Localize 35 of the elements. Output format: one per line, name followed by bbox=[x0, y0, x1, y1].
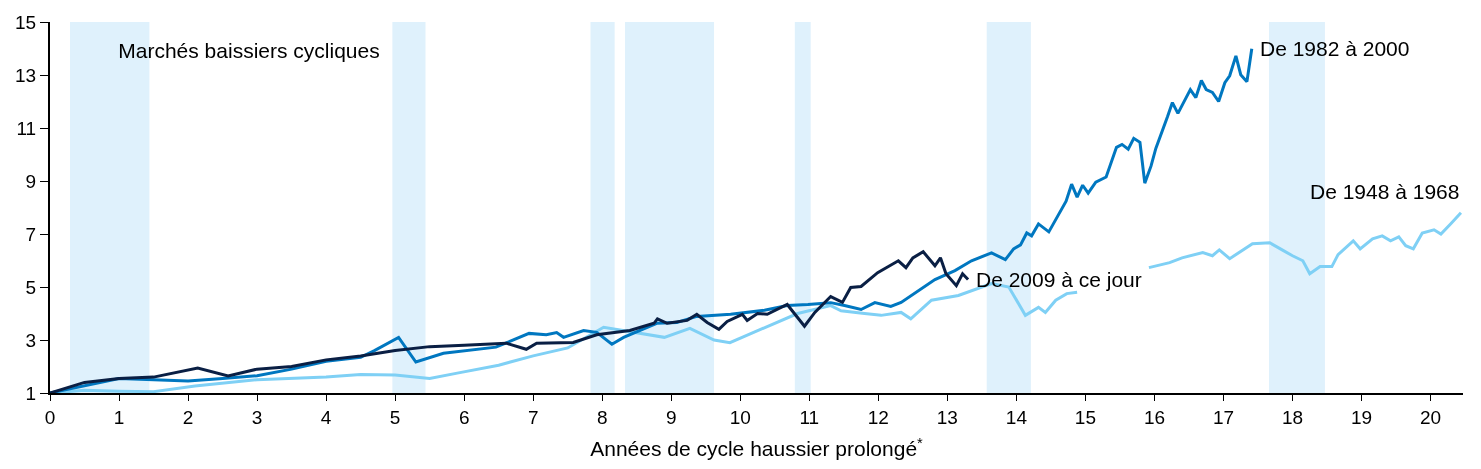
series-label: De 1982 à 2000 bbox=[1260, 37, 1410, 60]
y-tick-label: 13 bbox=[15, 64, 37, 86]
x-tick-label: 11 bbox=[799, 406, 820, 428]
x-tick-label: 18 bbox=[1281, 406, 1304, 428]
y-tick-label: 1 bbox=[25, 382, 37, 404]
line-series bbox=[50, 250, 970, 393]
y-tick-label: 15 bbox=[15, 11, 37, 33]
y-tick-label: 7 bbox=[25, 223, 37, 245]
x-tick-label: 3 bbox=[251, 406, 263, 428]
series-label: De 2009 à ce jour bbox=[976, 268, 1142, 291]
x-tick-label: 16 bbox=[1143, 406, 1166, 428]
y-tick-label: 3 bbox=[25, 329, 37, 351]
y-tick-label: 11 bbox=[16, 117, 37, 139]
x-axis-title: Années de cycle haussier prolongé$^{*}$ bbox=[590, 434, 924, 461]
x-tick-label: 10 bbox=[729, 406, 751, 428]
x-tick-label: 14 bbox=[1005, 406, 1028, 428]
x-tick-label: 8 bbox=[596, 406, 608, 428]
x-tick-label: 20 bbox=[1419, 406, 1442, 428]
y-tick-label: 5 bbox=[25, 276, 37, 298]
x-tick-label: 6 bbox=[458, 406, 470, 428]
x-tick-label: 9 bbox=[665, 406, 677, 428]
series-label: De 1948 à 1968 bbox=[1310, 180, 1460, 203]
x-tick-label: 5 bbox=[389, 406, 401, 428]
x-tick-label: 12 bbox=[867, 406, 889, 428]
band-label: Marchés baissiers cycliques bbox=[118, 38, 380, 62]
x-tick-label: 13 bbox=[936, 406, 958, 428]
x-tick-label: 19 bbox=[1350, 406, 1373, 428]
x-tick-label: 15 bbox=[1074, 406, 1096, 428]
x-tick-label: 7 bbox=[527, 406, 539, 428]
x-tick-label: 0 bbox=[44, 406, 56, 428]
x-tick-label: 1 bbox=[113, 406, 125, 428]
y-tick-label: 9 bbox=[25, 170, 37, 192]
x-tick-label: 2 bbox=[182, 406, 194, 428]
x-tick-label: 17 bbox=[1212, 406, 1235, 428]
x-tick-label: 4 bbox=[320, 406, 332, 428]
